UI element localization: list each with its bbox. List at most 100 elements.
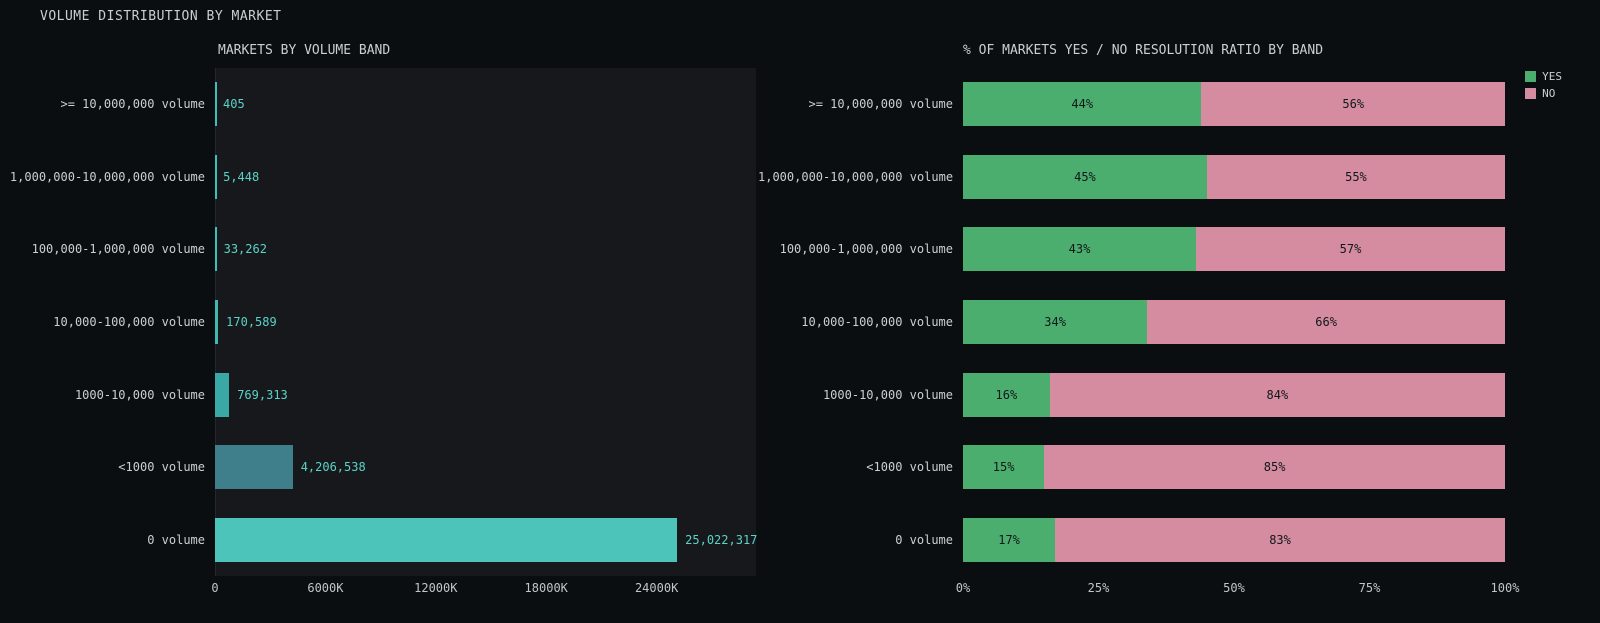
bar-value-label: 33,262 [223,242,267,257]
yes-segment: 34% [963,300,1148,345]
no-segment: 83% [1055,517,1505,562]
volume-chart-plot: >= 10,000,000 volume 405 1,000,000-10,000,… [0,68,758,576]
axis-tick-label: 50% [1223,581,1245,595]
no-segment: 55% [1206,154,1505,199]
chart-row: <1000 volume 4,206,538 [0,431,758,504]
volume-chart-rows: >= 10,000,000 volume 405 1,000,000-10,000,… [0,68,758,576]
bar-track: 769,313 [215,358,758,431]
yes-segment: 45% [963,154,1207,199]
chart-row: 10,000-100,000 volume 34% 66% [758,286,1600,359]
legend-swatch [1525,88,1537,99]
bar-value-label: 25,022,317 [685,532,758,547]
chart-row: 10,000-100,000 volume 170,589 [0,286,758,359]
volume-bar [215,82,217,127]
chart-row: <1000 volume 15% 85% [758,431,1600,504]
axis-tick-label: 6000K [307,581,344,595]
stacked-bar-track: 16% 84% [963,358,1505,431]
axis-tick-label: 0% [955,581,971,595]
category-label: >= 10,000,000 volume [808,97,954,112]
volume-band-chart: MARKETS BY VOLUME BAND >= 10,000,000 vol… [0,40,758,623]
axis-tick-label: 12000K [414,581,458,595]
category-label: 100,000-1,000,000 volume [779,242,953,257]
bar-value-label: 769,313 [237,387,288,402]
stacked-bar-track: 34% 66% [963,286,1505,359]
bar-value-label: 170,589 [226,315,277,330]
ratio-chart-plot: >= 10,000,000 volume 44% 56% 1,000,000-10,0… [758,68,1600,576]
yes-no-ratio-chart: % OF MARKETS YES / NO RESOLUTION RATIO B… [758,40,1600,623]
yes-segment: 15% [963,445,1045,490]
category-label: 100,000-1,000,000 volume [31,242,205,257]
percent-label: 44% [1071,97,1094,112]
percent-label: 66% [1315,315,1337,330]
bar-track: 25,022,317 [215,503,758,576]
axis-tick-label: 100% [1490,581,1520,595]
category-label: 0 volume [895,532,953,547]
chart-row: 1000-10,000 volume 16% 84% [758,358,1600,431]
volume-chart-title: MARKETS BY VOLUME BAND [218,43,391,58]
chart-row: 1,000,000-10,000,000 volume 45% 55% [758,141,1600,214]
bar-track: 5,448 [215,141,758,214]
percent-label: 84% [1266,387,1289,402]
volume-bar [215,154,217,199]
category-label: 1000-10,000 volume [74,387,205,402]
volume-bar [215,300,219,345]
chart-row: 0 volume 17% 83% [758,503,1600,576]
percent-label: 43% [1068,242,1091,257]
category-label: <1000 volume [866,460,953,475]
category-label: <1000 volume [118,460,205,475]
volume-bar [215,517,678,562]
percent-label: 83% [1269,532,1291,547]
stacked-bar-track: 15% 85% [963,431,1505,504]
volume-chart-axis: 0 6000K 12000K 18000K 24000K [211,576,756,598]
category-label: 10,000-100,000 volume [53,315,205,330]
charts-row: MARKETS BY VOLUME BAND >= 10,000,000 vol… [0,40,1600,623]
legend-item: NO [1525,87,1562,100]
percent-label: 85% [1263,460,1286,475]
chart-row: >= 10,000,000 volume 44% 56% [758,68,1600,141]
axis-tick-label: 25% [1087,581,1110,595]
chart-row: >= 10,000,000 volume 405 [0,68,758,141]
legend-label: YES [1542,70,1562,83]
category-label: 10,000-100,000 volume [801,315,953,330]
volume-bar [215,445,293,490]
chart-row: 100,000-1,000,000 volume 33,262 [0,213,758,286]
ratio-chart-axis: 0% 25% 50% 75% 100% [956,576,1520,598]
no-segment: 66% [1147,300,1505,345]
no-segment: 85% [1044,445,1505,490]
volume-bar [215,372,230,417]
yes-segment: 43% [963,227,1197,272]
percent-label: 17% [998,532,1020,547]
percent-label: 57% [1339,242,1362,257]
yes-segment: 44% [963,82,1202,127]
legend: YES NO [1525,70,1562,100]
bar-value-label: 4,206,538 [300,460,366,475]
no-segment: 57% [1196,227,1505,272]
category-label: 1,000,000-10,000,000 volume [758,169,954,184]
category-label: >= 10,000,000 volume [60,97,206,112]
percent-label: 56% [1342,97,1365,112]
percent-label: 15% [992,460,1015,475]
no-segment: 56% [1201,82,1505,127]
legend-label: NO [1542,87,1556,100]
percent-label: 55% [1345,169,1367,184]
bar-track: 170,589 [215,286,758,359]
legend-item: YES [1525,70,1562,83]
page-title: VOLUME DISTRIBUTION BY MARKET [40,9,282,24]
chart-row: 1000-10,000 volume 769,313 [0,358,758,431]
bar-track: 4,206,538 [215,431,758,504]
ratio-chart-rows: >= 10,000,000 volume 44% 56% 1,000,000-10,0… [758,68,1600,576]
stacked-bar-track: 17% 83% [963,503,1505,576]
stacked-bar-track: 45% 55% [963,141,1505,214]
bar-value-label: 5,448 [223,169,260,184]
chart-row: 100,000-1,000,000 volume 43% 57% [758,213,1600,286]
chart-row: 1,000,000-10,000,000 volume 5,448 [0,141,758,214]
yes-segment: 17% [963,517,1056,562]
category-label: 1000-10,000 volume [822,387,953,402]
axis-tick-label: 24000K [634,581,679,595]
chart-row: 0 volume 25,022,317 [0,503,758,576]
axis-tick-label: 0 [211,581,219,595]
ratio-chart-title: % OF MARKETS YES / NO RESOLUTION RATIO B… [963,43,1324,58]
legend-swatch [1525,71,1537,82]
stacked-bar-track: 43% 57% [963,213,1505,286]
